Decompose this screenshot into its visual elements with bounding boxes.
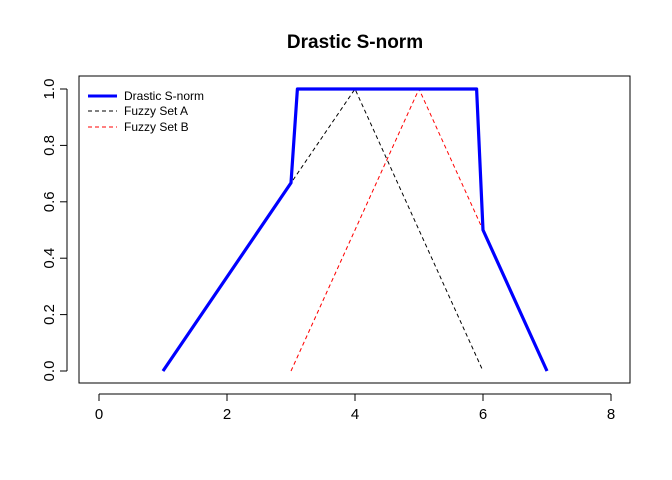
plot-frame [78,75,631,384]
chart-title: Drastic S-norm [287,32,423,53]
x-tick-label: 2 [223,406,231,423]
axes-layer: 0 2 4 6 8 0.0 0.2 0.4 0.6 0.8 1.0 [41,75,631,423]
y-tick-label: 0.2 [41,304,58,325]
series-layer [161,87,549,372]
y-tick-label: 0.4 [41,248,58,269]
legend-label: Drastic S-norm [124,89,204,103]
x-tick-label: 0 [95,406,103,423]
series-line-fuzzy-set-a [162,88,484,372]
x-tick-label: 6 [479,406,487,423]
y-tick-label: 0.8 [41,135,58,156]
legend-label: Fuzzy Set A [124,104,188,118]
series-line-fuzzy-set-b [290,88,548,372]
legend-label: Fuzzy Set B [124,120,189,134]
y-tick-label: 1.0 [41,79,58,100]
x-tick-label: 8 [607,406,615,423]
y-tick-label: 0.0 [41,361,58,382]
x-tick-label: 4 [351,406,359,423]
series-line-drastic-s-norm [161,87,549,372]
y-tick-label: 0.6 [41,191,58,212]
